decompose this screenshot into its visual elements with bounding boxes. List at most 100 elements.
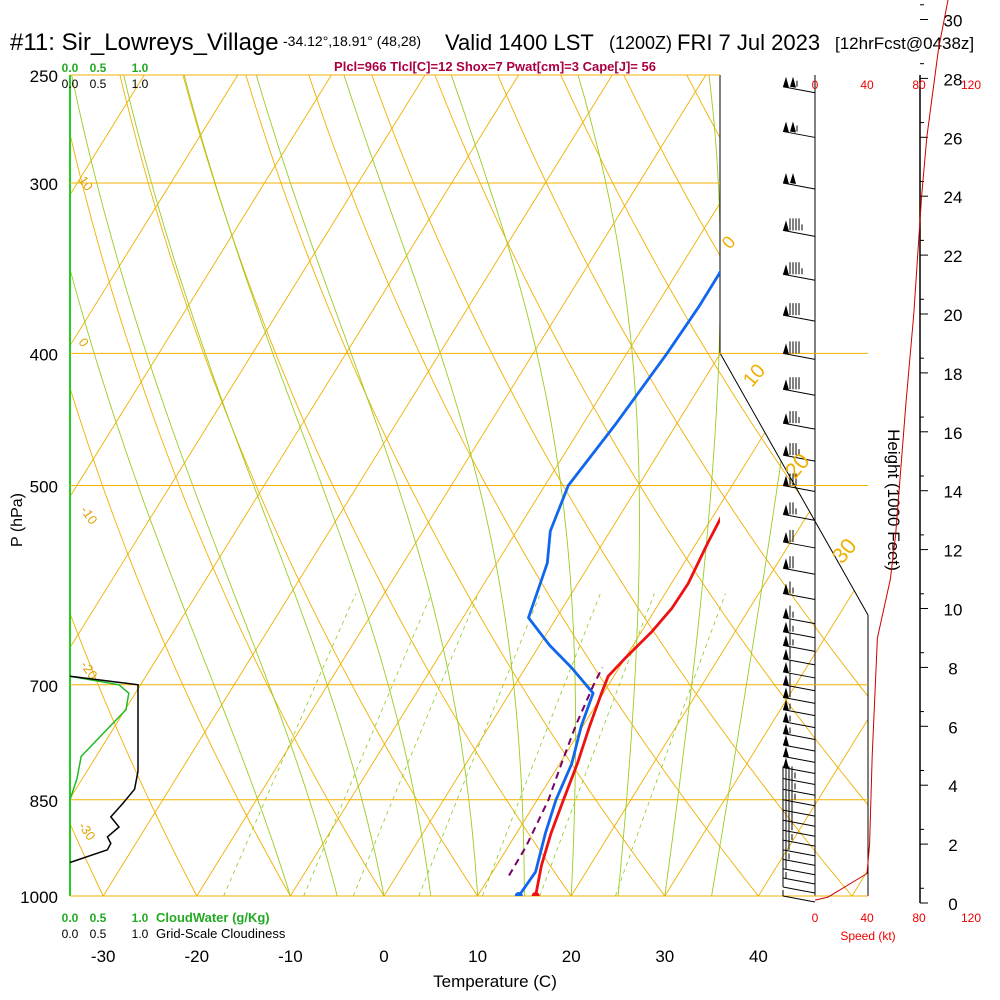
barb-staff xyxy=(782,886,816,894)
barb-staff xyxy=(782,709,816,717)
wind-barb xyxy=(782,890,816,903)
barb-staff xyxy=(782,839,816,847)
dry-adiabat xyxy=(70,75,403,896)
barb-staff xyxy=(782,644,816,652)
wind-barbs xyxy=(782,76,816,903)
dry-adiabat xyxy=(113,75,498,896)
wind-barb xyxy=(782,856,816,876)
utc-time: (1200Z) xyxy=(609,33,672,53)
barb-flag xyxy=(783,531,789,543)
barb-flag xyxy=(783,121,789,133)
isotherm-label: -10 xyxy=(78,503,101,527)
barb-flag xyxy=(783,413,789,425)
moist-adiabat xyxy=(664,75,721,896)
height-axis-title: Height (1000 Feet) xyxy=(884,429,903,571)
barb-staff xyxy=(782,895,816,903)
barb-staff xyxy=(782,684,816,692)
dry-adiabat xyxy=(860,75,868,896)
temperature-tick-label: 20 xyxy=(562,947,581,966)
mixing-ratio-line xyxy=(418,593,541,896)
barb-flag xyxy=(790,76,796,88)
barb-flag xyxy=(783,220,789,232)
wind-barb xyxy=(782,723,816,740)
dry-adiabat xyxy=(70,75,118,896)
barb-flag xyxy=(783,504,789,516)
wind-barb xyxy=(782,711,816,729)
barb-flag xyxy=(783,757,789,769)
wind-barb xyxy=(782,735,816,752)
mixing-ratio-label: 20 xyxy=(612,894,633,914)
cloudwater-tick-bottom: 0.5 xyxy=(90,911,107,925)
wind-barb xyxy=(782,777,816,796)
pressure-tick-label: 700 xyxy=(30,677,58,696)
cloud-profiles xyxy=(69,675,139,864)
wind-barb xyxy=(782,659,816,679)
moist-adiabat xyxy=(335,75,525,896)
isotherm xyxy=(851,75,868,896)
wind-barb xyxy=(782,473,816,492)
wind-barb xyxy=(782,685,816,704)
height-tick-label: 8 xyxy=(948,659,957,678)
barb-staff xyxy=(782,829,816,837)
barb-staff xyxy=(782,721,816,729)
barb-flag xyxy=(783,674,789,686)
height-tick-label: 10 xyxy=(944,601,963,620)
mixing-ratio-line xyxy=(352,593,479,896)
dewpoint-line xyxy=(517,269,720,896)
wind-barb xyxy=(782,172,816,190)
speed-tick-bottom: 80 xyxy=(912,911,926,925)
barb-flag xyxy=(783,635,789,647)
wind-barb xyxy=(782,502,816,521)
barb-flag xyxy=(783,661,789,673)
barb-staff xyxy=(782,86,816,94)
wind-barb xyxy=(782,875,816,894)
wind-barb xyxy=(782,443,816,462)
speed-tick-bottom: 0 xyxy=(812,911,819,925)
wind-barb xyxy=(782,757,816,775)
barb-flag xyxy=(783,711,789,723)
barb-staff xyxy=(782,388,816,396)
height-tick-label: 26 xyxy=(944,129,963,148)
forecast-date: FRI 7 Jul 2023 xyxy=(677,30,820,55)
barb-staff xyxy=(782,541,816,549)
barb-staff xyxy=(782,809,816,817)
height-tick-label: 24 xyxy=(944,188,963,207)
speed-tick-top: 0 xyxy=(812,78,819,92)
wind-barb xyxy=(782,341,816,360)
barb-flag xyxy=(783,343,789,355)
wind-barb xyxy=(782,672,816,692)
barb-flag xyxy=(783,558,789,570)
barb-flag xyxy=(790,172,796,184)
speed-tick-bottom: 40 xyxy=(860,911,874,925)
theta-label: 30 xyxy=(827,533,862,568)
barb-flag xyxy=(783,699,789,711)
moist-adiabat xyxy=(248,75,479,896)
barb-staff xyxy=(782,755,816,763)
height-tick-label: 6 xyxy=(948,718,957,737)
pressure-tick-label: 300 xyxy=(30,175,58,194)
x-axis-title: Temperature (C) xyxy=(433,972,557,991)
moist-adiabat xyxy=(177,75,432,896)
speed-axis-title: Speed (kt) xyxy=(840,929,895,943)
barb-staff xyxy=(782,777,816,785)
barb-flag xyxy=(783,379,789,391)
isotherm xyxy=(664,75,868,896)
barb-flag xyxy=(783,264,789,276)
barb-staff xyxy=(782,314,816,322)
mixing-ratio-label: 8 xyxy=(480,900,496,915)
cloudwater-tick-top: 0.5 xyxy=(90,61,107,75)
height-tick-label: 0 xyxy=(948,895,957,914)
cloudiness-tick-top: 0.5 xyxy=(90,77,107,91)
barb-staff xyxy=(782,617,816,625)
dry-adiabat xyxy=(300,75,782,896)
cloudwater-tick-bottom: 1.0 xyxy=(132,911,149,925)
cloudiness-line xyxy=(69,675,139,864)
moist-adiabat xyxy=(117,75,385,896)
barb-staff xyxy=(782,767,816,775)
temperature-tick-label: -10 xyxy=(278,947,303,966)
barb-staff xyxy=(782,799,816,807)
height-tick-label: 20 xyxy=(944,306,963,325)
wind-barb xyxy=(782,746,816,763)
cloudwater-tick-bottom: 0.0 xyxy=(62,911,79,925)
dry-adiabat xyxy=(425,75,868,896)
